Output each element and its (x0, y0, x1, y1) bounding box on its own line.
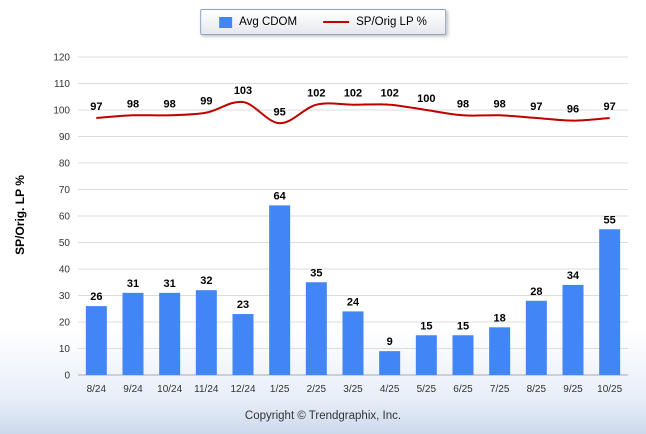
footer-text: Copyright © Trendgraphix, Inc. (244, 410, 402, 422)
legend-item-avg-cdom: Avg CDOM (219, 16, 297, 28)
x-tick-label: 8/25 (527, 384, 547, 395)
line-value-label: 102 (307, 88, 325, 100)
line-value-label: 95 (274, 106, 286, 118)
y-tick-label: 0 (64, 371, 70, 382)
line-value-label: 97 (530, 101, 542, 113)
y-tick-label: 20 (59, 318, 71, 329)
bar (159, 292, 181, 375)
bar (489, 327, 511, 375)
bar-value-label: 31 (127, 278, 139, 290)
y-axis-title: SP/Orig. LP % (13, 175, 27, 255)
line-value-label: 99 (200, 96, 212, 108)
bar-value-label: 15 (420, 320, 432, 332)
x-tick-label: 6/25 (453, 384, 473, 395)
bar (562, 284, 584, 375)
bar-value-label: 34 (567, 270, 580, 282)
x-tick-label: 8/24 (87, 384, 107, 395)
y-tick-label: 50 (59, 238, 71, 249)
bar-value-label: 64 (274, 190, 287, 202)
x-tick-label: 2/25 (307, 384, 327, 395)
line-value-label: 98 (164, 98, 176, 110)
bar-swatch-icon (219, 16, 233, 28)
x-tick-label: 5/25 (417, 384, 437, 395)
x-tick-label: 11/24 (194, 384, 219, 395)
line-value-label: 102 (380, 88, 398, 100)
x-tick-label: 4/25 (380, 384, 400, 395)
y-tick-label: 30 (59, 291, 71, 302)
bar-value-label: 26 (90, 291, 102, 303)
legend-label-sp-orig-lp: SP/Orig LP % (356, 16, 427, 28)
bar-value-label: 9 (387, 336, 393, 348)
bar-value-label: 24 (347, 296, 360, 308)
sp-orig-lp-line (96, 100, 610, 125)
y-tick-label: 120 (53, 53, 70, 64)
x-tick-label: 3/25 (343, 384, 363, 395)
bar (269, 205, 291, 375)
bar-value-label: 31 (164, 278, 176, 290)
bar (342, 311, 364, 375)
bar-value-label: 18 (494, 312, 506, 324)
legend-item-sp-orig-lp: SP/Orig LP % (323, 16, 427, 28)
line-swatch-icon (323, 21, 350, 23)
x-tick-label: 1/25 (270, 384, 290, 395)
x-tick-label: 9/25 (563, 384, 583, 395)
line-value-label: 97 (90, 101, 102, 113)
bar (85, 306, 107, 375)
line-value-label: 103 (234, 85, 252, 97)
legend-label-avg-cdom: Avg CDOM (239, 16, 298, 28)
bar (232, 314, 254, 375)
legend: Avg CDOM SP/Orig LP % (200, 9, 446, 35)
bar (195, 290, 217, 375)
bar (379, 351, 401, 375)
line-value-label: 98 (494, 98, 506, 110)
y-tick-label: 40 (59, 265, 71, 276)
bar-value-label: 32 (200, 275, 212, 287)
bar (452, 335, 474, 375)
bar-value-label: 55 (604, 214, 616, 226)
y-tick-label: 60 (59, 212, 71, 223)
x-tick-label: 10/24 (157, 384, 182, 395)
bar-value-label: 23 (237, 299, 249, 311)
bar (305, 282, 327, 375)
y-tick-label: 80 (59, 159, 71, 170)
bar-value-label: 28 (530, 286, 542, 298)
y-tick-label: 90 (59, 132, 71, 143)
y-tick-label: 70 (59, 185, 71, 196)
x-tick-label: 10/25 (597, 384, 622, 395)
bar-value-label: 35 (310, 267, 322, 279)
line-value-label: 96 (567, 104, 579, 116)
y-tick-label: 100 (53, 106, 70, 117)
bar (415, 335, 437, 375)
bar (122, 292, 144, 375)
y-tick-label: 10 (59, 344, 71, 355)
bar-value-label: 15 (457, 320, 469, 332)
line-value-label: 98 (457, 98, 469, 110)
x-tick-label: 12/24 (230, 384, 255, 395)
bar (525, 300, 547, 375)
x-tick-label: 7/25 (490, 384, 510, 395)
bar (599, 229, 621, 375)
line-value-label: 100 (417, 93, 435, 105)
line-value-label: 97 (604, 101, 616, 113)
line-value-label: 102 (344, 88, 362, 100)
line-value-label: 98 (127, 98, 139, 110)
x-tick-label: 9/24 (123, 384, 143, 395)
y-tick-label: 110 (54, 79, 70, 90)
